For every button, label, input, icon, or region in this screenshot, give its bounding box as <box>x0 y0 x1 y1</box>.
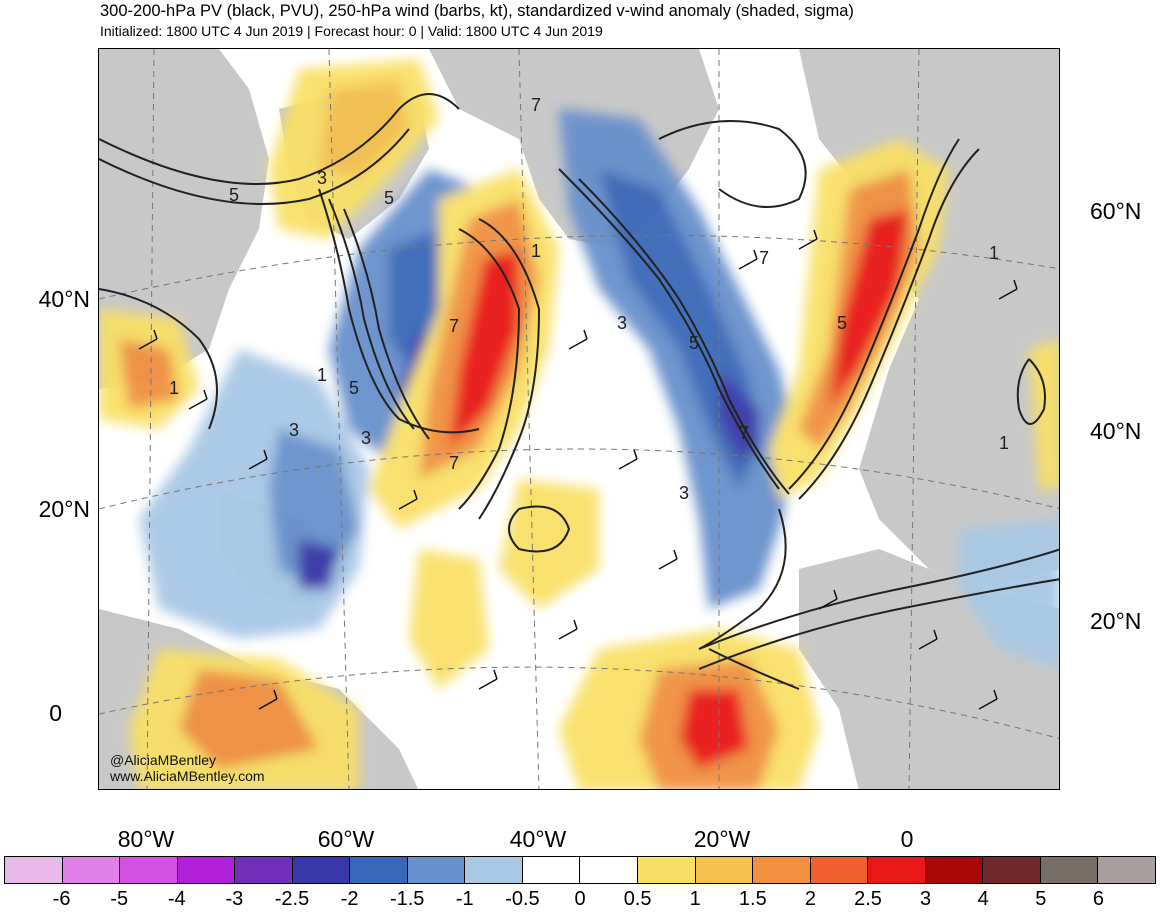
contour-label: 7 <box>449 453 459 473</box>
contour-label: 3 <box>317 168 327 188</box>
contour-label: 1 <box>169 378 179 398</box>
colorbar-tick-label: -3 <box>225 888 244 910</box>
lon-label: 60°W <box>317 826 375 852</box>
map-panel: 5 3 5 1 3 5 3 1 7 5 3 7 5 7 1 7 7 1 1 3 <box>98 48 1060 790</box>
contour-label: 3 <box>617 313 627 333</box>
lat-label-right: 20°N <box>1090 608 1142 634</box>
lat-label-left: 0 <box>49 700 62 726</box>
lat-label-right: 40°N <box>1090 418 1142 444</box>
colorbar-swatch <box>465 857 523 883</box>
map-canvas: 5 3 5 1 3 5 3 1 7 5 3 7 5 7 1 7 7 1 1 3 <box>99 49 1059 789</box>
contour-label: 5 <box>689 333 699 353</box>
chart-title: 300-200-hPa PV (black, PVU), 250-hPa win… <box>100 2 854 20</box>
colorbar-swatch <box>1040 857 1099 883</box>
wind-barbs <box>138 229 1018 710</box>
colorbar-tick-label: -6 <box>52 888 71 910</box>
lon-label: 80°W <box>117 826 175 852</box>
lat-label-left: 40°N <box>38 286 90 312</box>
contour-label: 7 <box>449 316 459 336</box>
colorbar-tick-label: -2.5 <box>274 888 310 910</box>
colorbar-tick-label: 5 <box>1035 888 1047 910</box>
colorbar-tick-label: 3 <box>920 888 932 910</box>
lon-label: 20°W <box>693 826 751 852</box>
lat-label-left: 20°N <box>38 496 90 522</box>
contour-labels: 5 3 5 1 3 5 3 1 7 5 3 7 5 7 1 7 7 1 1 3 <box>169 95 1009 503</box>
contour-label: 3 <box>289 420 299 440</box>
colorbar-swatch <box>350 857 408 883</box>
colorbar-tick-label: -0.5 <box>505 888 540 910</box>
credit-website: www.AliciaMBentley.com <box>110 768 265 784</box>
colorbar-tick-label: 0.5 <box>623 888 652 910</box>
colorbar-swatch <box>638 857 696 883</box>
contour-label: 5 <box>384 188 394 208</box>
colorbar-swatch <box>62 857 121 883</box>
contour-label: 7 <box>759 248 769 268</box>
contour-label: 5 <box>837 313 847 333</box>
contour-label: 7 <box>531 95 541 115</box>
lon-label: 0 <box>900 826 914 852</box>
colorbar-tick-label: -2 <box>340 888 359 910</box>
colorbar-tick-label: -1 <box>455 888 474 910</box>
contour-label: 7 <box>739 423 749 443</box>
colorbar-swatch <box>407 857 466 883</box>
colorbar-tick-label: 4 <box>977 888 989 910</box>
colorbar-tick-label: 1 <box>689 888 701 910</box>
chart-subtitle: Initialized: 1800 UTC 4 Jun 2019 | Forec… <box>100 23 603 39</box>
colorbar-tick-label: -4 <box>167 888 186 910</box>
colorbar-tick-label: -5 <box>110 888 129 910</box>
contour-label: 5 <box>349 378 359 398</box>
contour-label: 3 <box>679 483 689 503</box>
lat-label-right: 60°N <box>1090 198 1142 224</box>
graticule <box>99 49 1059 789</box>
contour-label: 5 <box>229 185 239 205</box>
colorbar-swatch <box>522 857 581 883</box>
colorbar-swatch <box>1098 857 1155 883</box>
colorbar-swatch <box>5 857 63 883</box>
lon-label: 40°W <box>509 826 567 852</box>
colorbar-swatch <box>983 857 1041 883</box>
colorbar-swatch <box>120 857 178 883</box>
colorbar-swatch <box>235 857 293 883</box>
colorbar-tick-label: 0 <box>574 888 586 910</box>
colorbar-swatch <box>868 857 926 883</box>
contour-label: 1 <box>531 241 541 261</box>
colorbar-tick-label: -1.5 <box>389 888 425 910</box>
colorbar-tick-label: 2 <box>804 888 816 910</box>
anomaly-shading <box>99 59 1059 789</box>
colorbar <box>4 856 1156 884</box>
colorbar-swatch <box>695 857 754 883</box>
colorbar-swatch <box>925 857 984 883</box>
contour-label: 1 <box>999 433 1009 453</box>
credit-twitter: @AliciaMBentley <box>110 752 217 768</box>
colorbar-tick-label: 2.5 <box>854 888 882 910</box>
colorbar-swatch <box>580 857 639 883</box>
colorbar-swatch <box>810 857 869 883</box>
contour-label: 1 <box>317 365 327 385</box>
pv-contours <box>99 93 1059 690</box>
colorbar-swatch <box>177 857 236 883</box>
colorbar-swatch <box>292 857 351 883</box>
colorbar-tick-label: 1.5 <box>738 888 767 910</box>
contour-label: 3 <box>361 428 371 448</box>
colorbar-tick-label: 6 <box>1092 888 1104 910</box>
colorbar-swatch <box>753 857 811 883</box>
contour-label: 1 <box>989 243 999 263</box>
